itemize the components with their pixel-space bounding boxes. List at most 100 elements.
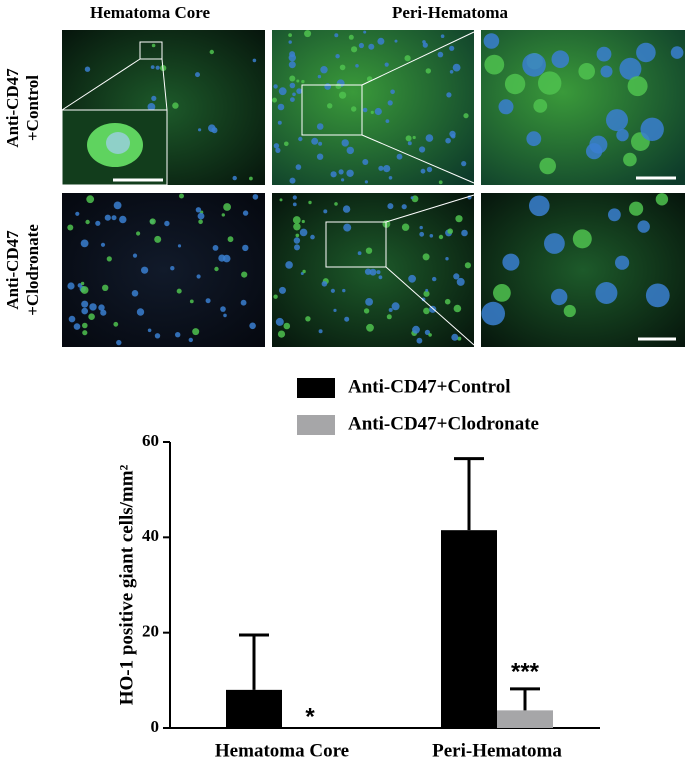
cell-dot	[151, 43, 156, 48]
cell-dot	[394, 39, 398, 43]
cell-dot	[416, 337, 423, 344]
cell-dot	[321, 281, 328, 287]
cell-dot	[449, 130, 456, 138]
cell-dot	[502, 253, 520, 271]
cell-dot	[196, 274, 201, 279]
cell-dot	[272, 97, 277, 103]
cell-dot	[195, 72, 200, 78]
row-label: +Control	[23, 75, 42, 141]
cell-dot	[102, 284, 109, 291]
zoom-line	[361, 31, 475, 86]
cell-dot	[365, 247, 373, 254]
cell-dot	[453, 304, 462, 313]
cell-dot	[330, 171, 337, 178]
cell-dot	[504, 73, 526, 95]
cell-dot	[150, 65, 155, 69]
cell-dot	[113, 201, 122, 210]
cell-dot	[80, 286, 89, 294]
cell-dot	[608, 208, 621, 222]
cell-dot	[341, 178, 345, 182]
cell-dot	[136, 308, 145, 316]
cell-dot	[106, 256, 112, 262]
cell-dot	[422, 253, 430, 261]
cell-dot	[410, 196, 414, 200]
cell-dot	[619, 57, 642, 80]
cell-dot	[432, 276, 437, 282]
cell-dot	[390, 89, 395, 95]
image-panel	[481, 193, 685, 347]
cell-dot	[75, 211, 80, 216]
significance-label: ***	[511, 658, 540, 685]
cell-dot	[288, 54, 296, 62]
cell-dot	[67, 224, 74, 231]
cell-dot	[422, 40, 426, 44]
cell-dot	[419, 225, 423, 230]
zoom-line	[161, 58, 168, 111]
cell-dot	[423, 307, 430, 315]
cell-dot	[438, 234, 444, 240]
cell-dot	[526, 131, 542, 147]
cell-dot	[288, 61, 296, 69]
cell-dot	[425, 134, 434, 142]
cell-dot	[279, 286, 286, 294]
cell-dot	[311, 137, 319, 145]
cell-dot	[283, 322, 291, 330]
cell-dot	[136, 231, 141, 236]
cell-dot	[364, 268, 372, 275]
cell-dot	[292, 92, 296, 97]
cell-dot	[529, 195, 550, 217]
cell-dot	[295, 233, 300, 238]
y-tick-label: 20	[142, 622, 159, 641]
cell-dot	[578, 63, 595, 80]
cell-dot	[342, 205, 351, 213]
cell-dot	[616, 128, 629, 142]
cell-dot	[197, 212, 205, 220]
cell-dot	[346, 146, 354, 155]
cell-dot	[289, 75, 296, 82]
cell-dot	[278, 87, 287, 96]
cell-dot	[77, 283, 83, 288]
cell-dot	[211, 127, 218, 134]
cell-dot	[342, 288, 346, 293]
cell-dot	[113, 321, 119, 327]
cell-dot	[292, 216, 301, 224]
row-label: +Clodronate	[23, 224, 42, 316]
cell-dot	[316, 153, 324, 160]
cell-dot	[149, 218, 156, 225]
cell-dot	[645, 283, 670, 308]
cell-dot	[445, 137, 451, 144]
column-header: Hematoma Core	[90, 3, 211, 22]
cell-dot	[249, 322, 256, 330]
zoom-line	[361, 134, 475, 184]
cell-dot	[119, 215, 127, 224]
cell-dot	[249, 176, 253, 181]
cell-dot	[240, 299, 247, 306]
cell-dot	[293, 237, 301, 244]
cell-dot	[285, 261, 293, 269]
cell-dot	[98, 304, 105, 311]
cell-dot	[67, 282, 75, 290]
cell-dot	[358, 42, 364, 49]
cell-dot	[223, 313, 227, 318]
cell-dot	[408, 274, 416, 283]
cell-dot	[227, 236, 234, 243]
cell-dot	[364, 180, 368, 184]
cell-dot	[327, 103, 333, 109]
cell-dot	[368, 43, 375, 50]
cell-dot	[284, 141, 289, 147]
cell-dot	[596, 46, 612, 62]
cell-dot	[339, 64, 346, 71]
cell-dot	[277, 330, 286, 338]
cell-dot	[429, 234, 434, 238]
cell-dot	[461, 161, 467, 167]
cell-dot	[288, 40, 292, 44]
cell-dot	[242, 244, 249, 252]
cell-dot	[85, 219, 90, 225]
cell-dot	[147, 328, 152, 333]
microscopy-panels	[61, 30, 685, 347]
cell-dot	[407, 141, 412, 146]
cell-dot	[131, 290, 139, 297]
legend-label: Anti-CD47+Clodronate	[348, 413, 539, 434]
cell-dot	[301, 79, 305, 84]
